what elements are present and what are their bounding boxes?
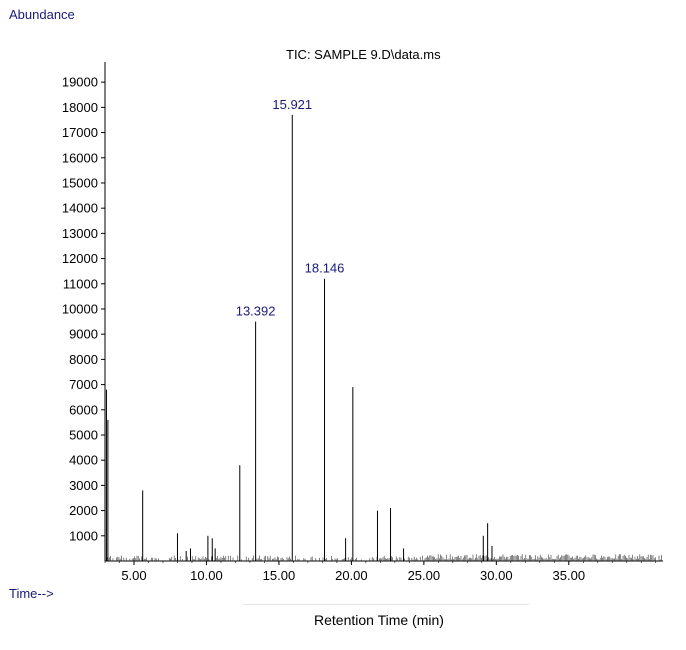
x-title-rule bbox=[243, 604, 529, 605]
y-axis-label: Abundance bbox=[9, 7, 75, 22]
y-tick-label: 12000 bbox=[62, 251, 98, 266]
y-tick-label: 4000 bbox=[69, 453, 98, 468]
y-tick-label: 9000 bbox=[69, 327, 98, 342]
y-tick-label: 17000 bbox=[62, 125, 98, 140]
y-tick-label: 10000 bbox=[62, 301, 98, 316]
y-tick-label: 18000 bbox=[62, 100, 98, 115]
x-tick-label: 10.00 bbox=[190, 568, 223, 583]
y-tick-label: 15000 bbox=[62, 175, 98, 190]
y-tick-label: 11000 bbox=[63, 276, 98, 291]
x-tick-label: 35.00 bbox=[553, 568, 586, 583]
y-tick-label: 6000 bbox=[69, 402, 98, 417]
y-tick-label: 3000 bbox=[69, 478, 98, 493]
x-axis-prefix-label: Time--> bbox=[9, 586, 54, 601]
y-tick-label: 5000 bbox=[69, 427, 98, 442]
x-tick-label: 5.00 bbox=[121, 568, 146, 583]
y-tick-label: 1000 bbox=[69, 528, 98, 543]
x-tick-label: 25.00 bbox=[408, 568, 441, 583]
y-tick-label: 19000 bbox=[62, 75, 98, 90]
x-axis-title: Retention Time (min) bbox=[314, 612, 444, 628]
peak-annotation: 18.146 bbox=[305, 261, 345, 276]
x-tick-label: 20.00 bbox=[335, 568, 368, 583]
x-tick-label: 30.00 bbox=[480, 568, 513, 583]
y-tick-label: 16000 bbox=[62, 150, 98, 165]
peak-annotation: 13.392 bbox=[236, 304, 276, 319]
y-tick-label: 8000 bbox=[69, 352, 98, 367]
x-tick-label: 15.00 bbox=[263, 568, 296, 583]
y-tick-label: 13000 bbox=[62, 226, 98, 241]
peak-annotation: 15.921 bbox=[272, 97, 312, 112]
y-tick-label: 2000 bbox=[69, 503, 98, 518]
y-tick-label: 7000 bbox=[69, 377, 98, 392]
y-tick-label: 14000 bbox=[62, 201, 98, 216]
chart-title: TIC: SAMPLE 9.D\data.ms bbox=[286, 47, 441, 62]
